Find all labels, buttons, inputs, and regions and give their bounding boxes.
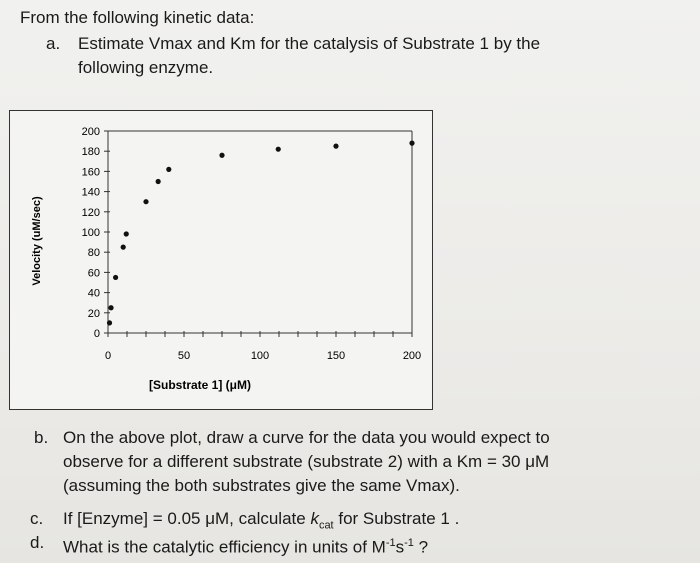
data-point xyxy=(409,140,415,146)
x-tick-label: 100 xyxy=(251,350,269,362)
data-point xyxy=(113,274,119,281)
part-c-text: If [Enzyme] = 0.05 μM, calculate kcat fo… xyxy=(63,509,459,535)
part-d-label: d. xyxy=(30,533,45,552)
y-tick-label: 140 xyxy=(82,187,100,199)
part-d-text: What is the catalytic efficiency in unit… xyxy=(63,533,428,558)
y-tick-label: 180 xyxy=(82,146,100,158)
part-a-line1: Estimate Vmax and Km for the catalysis o… xyxy=(78,34,541,53)
part-c-text-before: If [Enzyme] = 0.05 μM, calculate xyxy=(63,509,311,528)
part-b-line1: On the above plot, draw a curve for the … xyxy=(63,428,550,447)
data-point xyxy=(333,143,339,149)
x-tick-label: 50 xyxy=(178,350,190,362)
part-d-text-before: What is the catalytic efficiency in unit… xyxy=(63,537,386,557)
y-tick-label: 60 xyxy=(88,267,100,279)
part-a-label: a. xyxy=(46,34,61,53)
part-c-text-after: for Substrate 1 . xyxy=(333,509,460,528)
chart-frame: 0 20 40 60 80 100 120 140 160 180 200 0 50 100 150 200 … xyxy=(9,110,433,410)
chart-points xyxy=(106,140,415,326)
y-tick-label: 0 xyxy=(94,328,100,340)
kcat-subscript: cat xyxy=(318,519,334,532)
part-d-sup2: -1 xyxy=(404,537,414,549)
chart-axes xyxy=(107,130,413,334)
part-b-line3: (assuming the both substrates give the s… xyxy=(63,476,460,495)
problem-intro: From the following kinetic data: xyxy=(20,8,255,27)
part-d-s: s xyxy=(395,537,405,557)
data-point xyxy=(108,305,114,311)
y-tick-label: 40 xyxy=(88,288,100,300)
part-d-sup1: -1 xyxy=(385,537,396,549)
kcat-k: k xyxy=(310,509,319,528)
x-tick-label: 150 xyxy=(327,350,345,362)
data-point xyxy=(155,178,161,185)
data-point xyxy=(120,244,126,250)
x-tick-label: 200 xyxy=(403,350,421,362)
y-tick-label: 100 xyxy=(82,227,100,239)
chart-ticks: 0 20 40 60 80 100 120 140 160 180 200 0 50 100 150 200 xyxy=(82,126,422,362)
x-tick-label: 0 xyxy=(105,350,111,362)
x-axis-label: [Substrate 1] (μM) xyxy=(149,378,251,392)
y-tick-label: 200 xyxy=(82,126,100,138)
y-tick-label: 120 xyxy=(82,207,100,219)
part-b-line2: observe for a different substrate (subst… xyxy=(63,452,550,471)
part-b-label: b. xyxy=(34,428,49,447)
y-tick-label: 80 xyxy=(88,247,100,259)
data-point xyxy=(123,231,129,237)
part-d-text-after: ? xyxy=(413,537,429,557)
data-point xyxy=(106,320,113,326)
data-point xyxy=(143,199,149,205)
part-a-line2: following enzyme. xyxy=(78,58,214,77)
data-point xyxy=(219,152,225,158)
part-c-label: c. xyxy=(30,509,44,528)
y-tick-label: 160 xyxy=(82,166,100,178)
y-tick-label: 20 xyxy=(88,308,100,320)
y-axis-label: Velocity (uM/sec) xyxy=(31,196,43,286)
data-point xyxy=(166,166,172,172)
data-point xyxy=(275,146,281,152)
